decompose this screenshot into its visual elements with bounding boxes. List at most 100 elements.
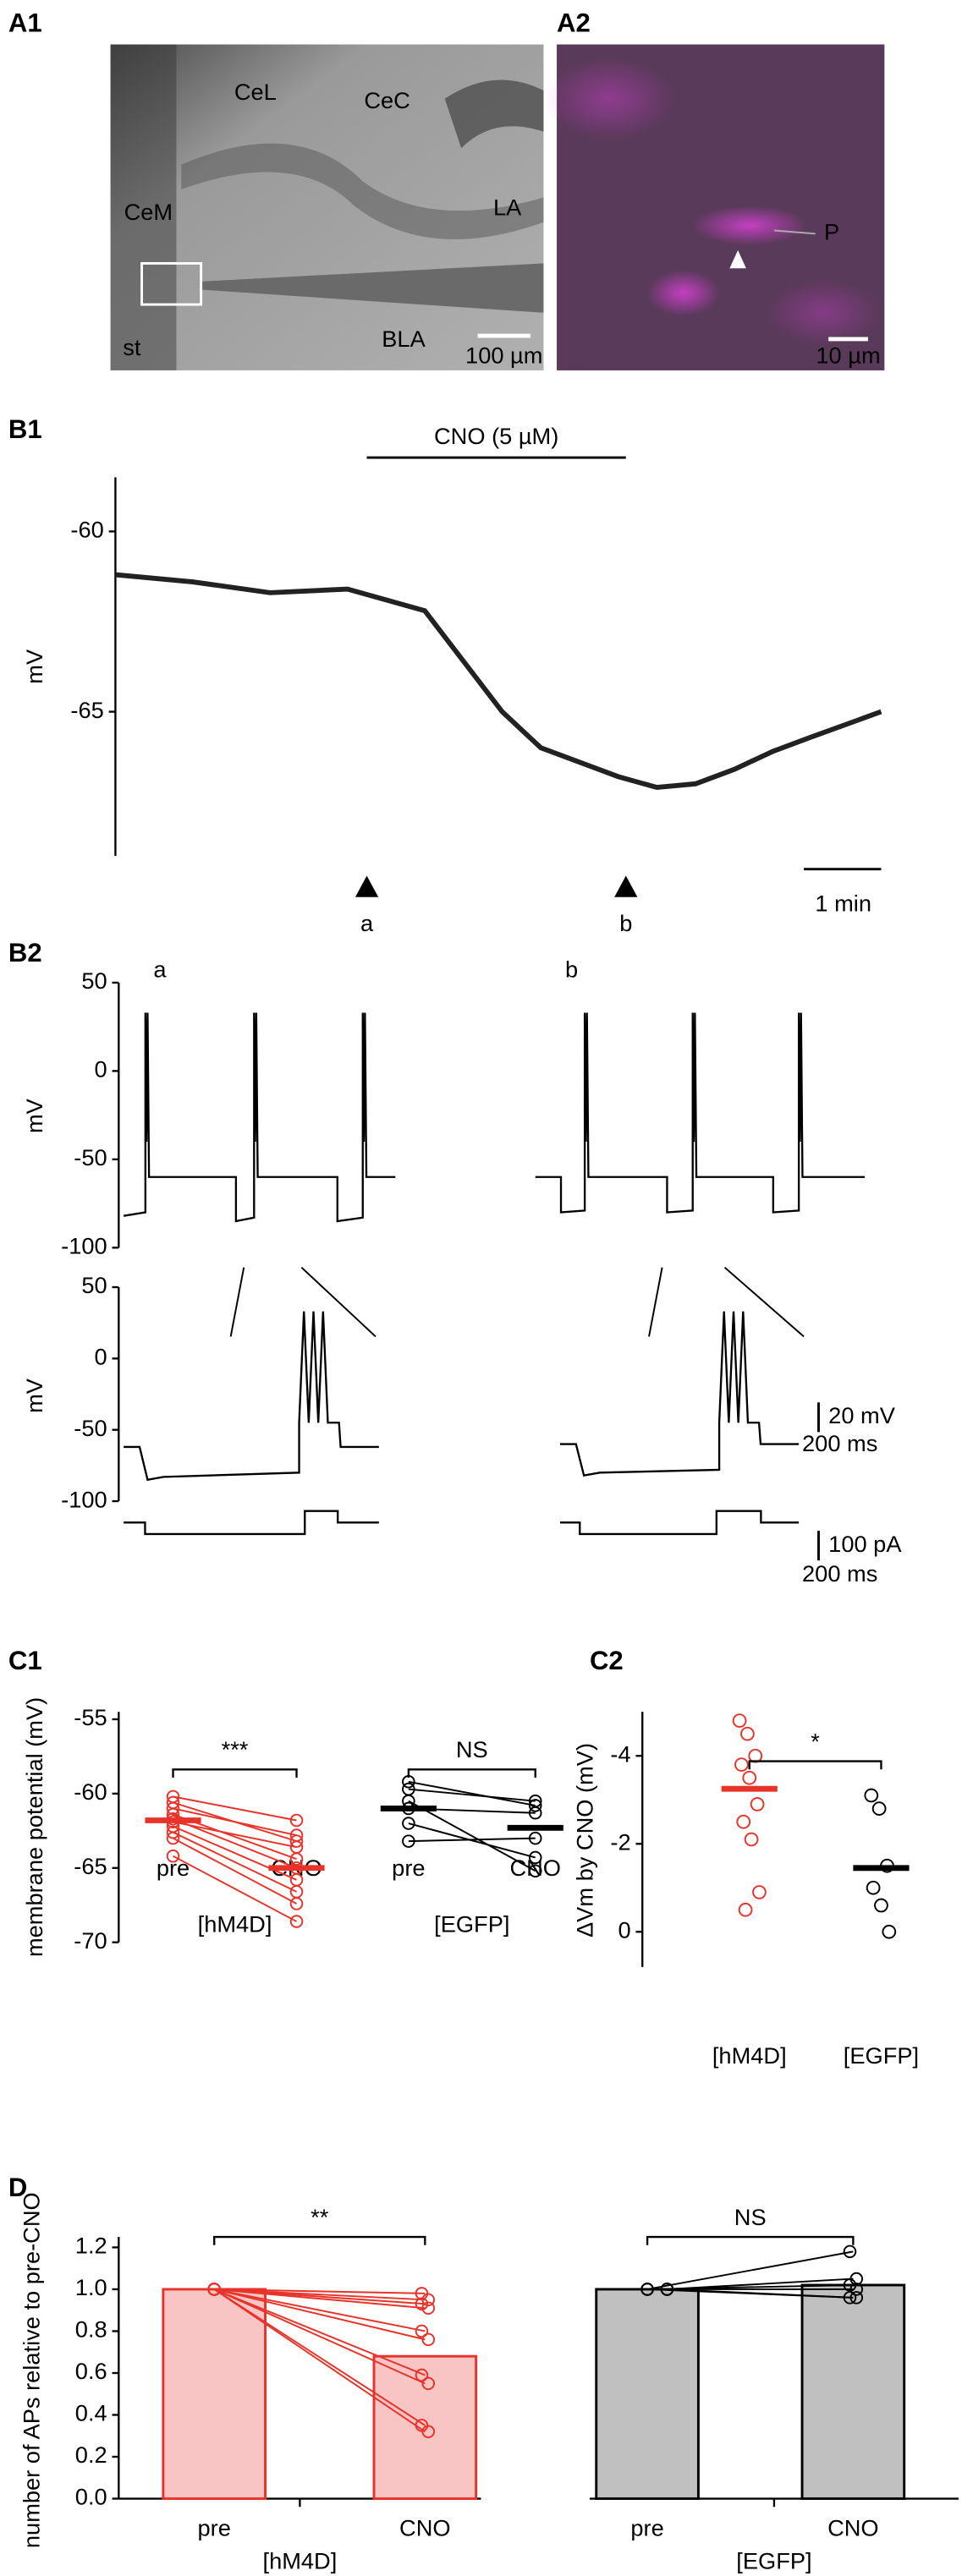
point	[166, 1801, 180, 1816]
pair-line	[213, 2288, 426, 2341]
y-tick-label: 50	[81, 1272, 107, 1298]
significance-label: NS	[456, 1736, 488, 1762]
y-tick-label: -60	[74, 1779, 107, 1805]
panel-label: B2	[8, 938, 42, 967]
point	[849, 2291, 864, 2305]
point	[421, 2332, 436, 2347]
pair-line	[173, 1825, 297, 1881]
image-annotation: CeC	[364, 87, 410, 113]
point	[740, 1726, 755, 1741]
pair-line	[408, 1788, 536, 1802]
point	[750, 1797, 765, 1811]
point	[289, 1915, 304, 1928]
point	[528, 1864, 542, 1878]
y-tick-label: -50	[74, 1144, 107, 1170]
point	[748, 1748, 763, 1763]
panel-label: A2	[557, 8, 591, 37]
x-tick-label: CNO	[827, 2515, 879, 2541]
pair-line	[173, 1807, 297, 1837]
significance-label: *	[811, 1728, 820, 1754]
x-tick-label: pre	[198, 2515, 231, 2541]
time-marker-label: b	[619, 910, 632, 936]
y-tick-label: 0	[95, 1056, 107, 1082]
pair-line	[213, 2288, 426, 2376]
pair-line	[213, 2288, 426, 2385]
trace-label: b	[565, 956, 578, 983]
y-axis-label: membrane potential (mV)	[21, 1697, 47, 1957]
x-tick-label: [EGFP]	[844, 2042, 919, 2069]
point	[882, 1924, 897, 1939]
y-tick-label: -2	[610, 1828, 630, 1855]
y-tick-label: -55	[74, 1704, 107, 1730]
bar	[162, 2288, 267, 2500]
panel-label: D	[8, 2173, 27, 2202]
point	[742, 1770, 757, 1785]
image-a2	[543, 44, 885, 370]
point	[421, 2425, 436, 2439]
significance-bracket	[172, 1768, 298, 1779]
pair-line	[173, 1795, 297, 1822]
point	[421, 2301, 436, 2316]
time-marker-label: a	[360, 910, 374, 936]
point	[849, 2283, 864, 2296]
trace	[535, 1012, 865, 1214]
group-label: [EGFP]	[736, 2548, 811, 2574]
significance-label: NS	[734, 2204, 767, 2230]
point	[843, 2291, 857, 2305]
pair-line	[213, 2288, 426, 2433]
point	[415, 2324, 429, 2338]
drug-label: CNO (5 µM)	[434, 423, 558, 449]
x-tick-label: pre	[392, 1855, 425, 1881]
time-marker	[614, 875, 638, 897]
point	[528, 1850, 542, 1865]
point	[528, 1831, 542, 1845]
trace	[559, 1311, 800, 1477]
pair-line	[173, 1855, 297, 1922]
point	[289, 1885, 304, 1899]
pair-line	[213, 2288, 426, 2426]
point	[166, 1825, 180, 1839]
significance-bracket	[646, 2235, 855, 2245]
scale-label: 1 min	[815, 891, 871, 917]
scale-label: 20 mV	[828, 1402, 896, 1428]
point	[843, 2244, 857, 2259]
group-label: [EGFP]	[434, 1910, 509, 1937]
point	[166, 1849, 180, 1863]
point	[864, 1788, 879, 1803]
point	[289, 1840, 304, 1854]
y-tick-label: 0.4	[75, 2400, 107, 2426]
pair-line	[408, 1800, 536, 1872]
trace	[123, 1012, 396, 1223]
significance-bracket	[213, 2235, 426, 2245]
pair-line	[408, 1837, 536, 1843]
y-tick-label: 0	[618, 1916, 630, 1943]
panel-label: B1	[8, 414, 42, 444]
point	[415, 2297, 429, 2311]
group-label: [hM4D]	[198, 1910, 272, 1937]
y-axis-label: number of APs relative to pre-CNO	[18, 2192, 44, 2548]
pair-line	[214, 2288, 426, 2310]
y-tick-label: -65	[70, 697, 103, 723]
scale-label: 100 µm	[465, 343, 542, 369]
y-tick-label: -4	[610, 1740, 630, 1767]
image-annotation: LA	[493, 194, 522, 220]
bar	[800, 2283, 906, 2500]
bar	[595, 2288, 700, 2500]
point	[871, 1801, 887, 1816]
point	[734, 1757, 749, 1772]
current-protocol	[124, 1510, 800, 1536]
point	[207, 2283, 221, 2296]
panel-label: A1	[8, 8, 42, 37]
y-tick-label: 0.2	[75, 2442, 107, 2468]
y-tick-label: 1.2	[75, 2233, 107, 2259]
pair-line	[667, 2288, 854, 2299]
pair-line	[214, 2288, 426, 2332]
scale-label: 100 pA	[828, 1531, 902, 1557]
image-annotation: CeM	[124, 199, 173, 225]
pair-line	[173, 1821, 297, 1849]
trace	[115, 572, 882, 791]
image-annotation: BLA	[382, 326, 426, 352]
point	[660, 2283, 674, 2296]
b2-connectors	[229, 1266, 805, 1338]
